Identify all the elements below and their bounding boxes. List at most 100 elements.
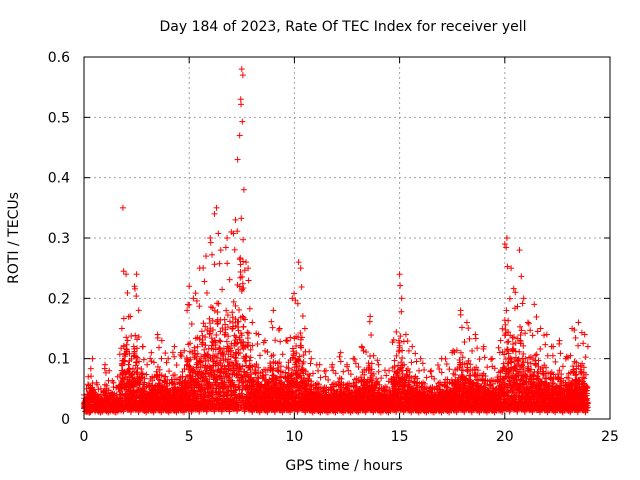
data-point	[188, 321, 195, 328]
data-point	[192, 290, 199, 297]
data-point	[340, 368, 347, 375]
data-point	[247, 354, 254, 361]
data-point	[337, 358, 344, 365]
data-point	[412, 350, 419, 357]
data-point	[246, 357, 253, 364]
data-point	[121, 353, 128, 360]
data-point	[269, 324, 276, 331]
data-point	[397, 282, 404, 289]
data-point	[87, 365, 94, 372]
data-point	[120, 342, 127, 349]
data-point	[237, 254, 244, 261]
data-point	[119, 362, 126, 369]
data-point	[140, 356, 147, 363]
data-point	[211, 261, 218, 268]
data-point	[244, 329, 251, 336]
data-point	[201, 278, 208, 285]
data-point	[123, 346, 130, 353]
data-point	[279, 351, 286, 358]
data-point	[216, 260, 223, 267]
data-point	[129, 374, 136, 381]
data-point	[120, 357, 127, 364]
data-point	[443, 361, 450, 368]
data-point	[246, 305, 253, 312]
data-point	[201, 346, 208, 353]
data-point	[404, 338, 411, 345]
data-point	[196, 303, 203, 310]
data-point	[219, 286, 226, 293]
data-point	[272, 337, 279, 344]
data-point	[378, 375, 385, 382]
data-point	[366, 318, 373, 325]
data-point	[336, 353, 343, 360]
data-point	[268, 318, 275, 325]
data-point	[134, 354, 141, 361]
data-point	[193, 297, 200, 304]
data-point	[133, 293, 140, 300]
data-point	[135, 334, 142, 341]
data-point	[131, 348, 138, 355]
data-point	[162, 350, 169, 357]
data-point	[194, 350, 201, 357]
data-point	[416, 367, 423, 374]
data-point	[421, 366, 428, 373]
data-point	[209, 251, 216, 258]
data-point	[122, 351, 129, 358]
data-point	[368, 332, 375, 339]
data-point	[397, 333, 404, 340]
data-point	[267, 360, 274, 367]
data-point	[136, 358, 143, 365]
data-point	[222, 321, 229, 328]
data-point	[139, 374, 146, 381]
data-point	[222, 244, 229, 251]
data-point	[217, 338, 224, 345]
data-point	[405, 347, 412, 354]
data-point	[239, 280, 246, 287]
data-point	[124, 337, 131, 344]
data-point	[116, 351, 123, 358]
data-point	[298, 283, 305, 290]
data-point	[139, 370, 146, 377]
data-point	[299, 313, 306, 320]
data-point	[427, 368, 434, 375]
data-point	[147, 355, 154, 362]
data-point	[374, 357, 381, 364]
data-point	[240, 284, 247, 291]
data-point	[275, 326, 282, 333]
data-point	[121, 358, 128, 365]
data-point	[317, 374, 324, 381]
data-point	[125, 361, 132, 368]
data-point	[124, 289, 131, 296]
data-point	[132, 332, 139, 339]
data-point	[134, 369, 141, 376]
data-point	[102, 369, 109, 376]
data-point	[132, 285, 139, 292]
data-point	[370, 352, 377, 359]
data-point	[423, 374, 430, 381]
data-point	[238, 101, 245, 108]
data-point	[198, 328, 205, 335]
data-point	[359, 344, 366, 351]
data-point	[169, 349, 176, 356]
data-point	[85, 381, 92, 388]
data-point	[118, 379, 125, 386]
data-point	[306, 348, 313, 355]
data-point	[163, 359, 170, 366]
data-point	[290, 350, 297, 357]
data-point	[173, 362, 180, 369]
data-point	[119, 375, 126, 382]
data-point	[134, 345, 141, 352]
data-point	[224, 260, 231, 267]
data-point	[103, 382, 110, 389]
data-point	[446, 366, 453, 373]
data-point	[221, 316, 228, 323]
data-point	[307, 360, 314, 367]
data-point	[133, 359, 140, 366]
data-point	[166, 368, 173, 375]
data-point	[215, 230, 222, 237]
data-point	[123, 341, 130, 348]
data-point	[399, 354, 406, 361]
data-point	[214, 309, 221, 316]
data-point	[277, 338, 284, 345]
